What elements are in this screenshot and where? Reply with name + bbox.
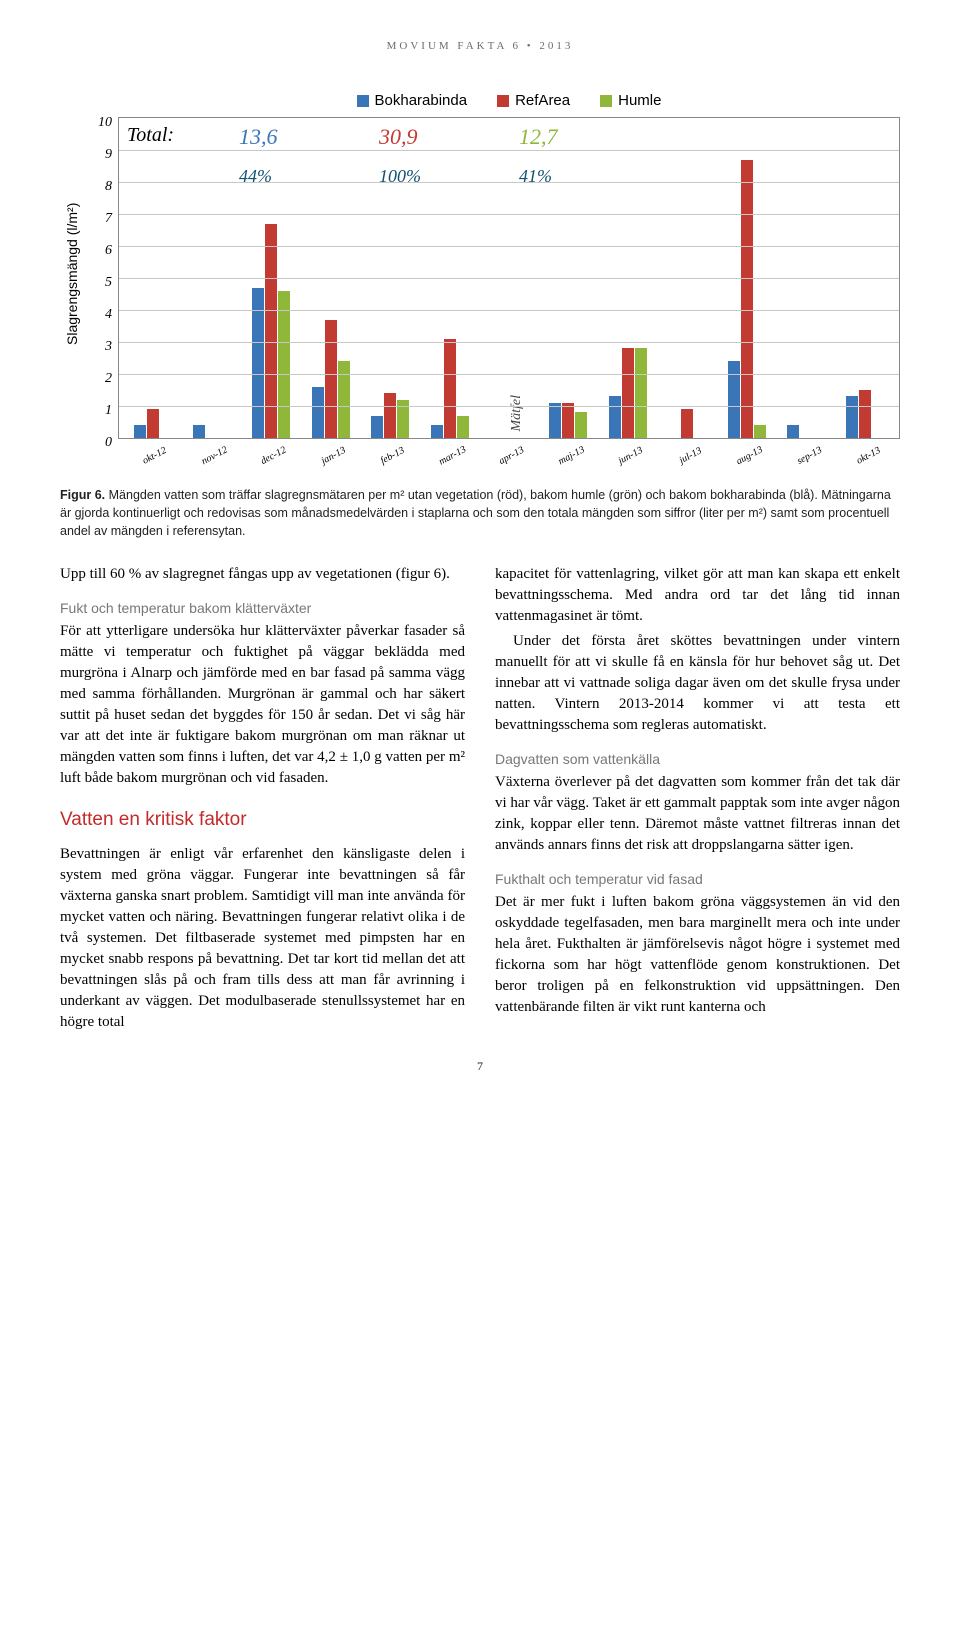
bar	[457, 416, 469, 438]
bar	[622, 348, 634, 438]
body-text: Upp till 60 % av slagregnet fångas upp a…	[60, 564, 900, 1032]
chart-xlabels: okt-12nov-12dec-12jan-13feb-13mar-13apr-…	[118, 439, 900, 456]
bar	[325, 320, 337, 438]
subhead-dagvatten: Dagvatten som vattenkälla	[495, 750, 900, 770]
xtick-label: okt-12	[126, 437, 184, 475]
legend-item: Humle	[600, 92, 661, 109]
bar	[562, 403, 574, 438]
xtick-label: mar-13	[423, 437, 481, 475]
bar	[635, 348, 647, 438]
bar	[312, 387, 324, 438]
ytick-label: 9	[88, 147, 112, 163]
ytick-label: 8	[88, 179, 112, 195]
bar	[728, 361, 740, 438]
chart-overlay-text: 13,6	[239, 124, 278, 150]
para-6: Växterna överlever på det dagvatten som …	[495, 772, 900, 856]
legend-swatch	[357, 95, 369, 107]
subhead-fukthalt: Fukthalt och temperatur vid fasad	[495, 870, 900, 890]
legend-label: RefArea	[515, 92, 570, 109]
bar	[859, 390, 871, 438]
xtick-label: feb-13	[364, 437, 422, 475]
bar	[787, 425, 799, 438]
bar	[338, 361, 350, 438]
ytick-label: 10	[88, 115, 112, 131]
bar	[444, 339, 456, 438]
chart-overlay-text: 12,7	[519, 124, 558, 150]
para-2: För att ytterligare undersöka hur klätte…	[60, 621, 465, 789]
bar	[575, 412, 587, 438]
figure-caption: Figur 6. Mängden vatten som träffar slag…	[60, 486, 900, 540]
ytick-label: 7	[88, 211, 112, 227]
caption-lead: Figur 6.	[60, 488, 105, 502]
bar	[278, 291, 290, 438]
xtick-label: okt-13	[840, 437, 898, 475]
xtick-label: nov-12	[185, 437, 243, 475]
para-7: Det är mer fukt i luften bakom gröna väg…	[495, 892, 900, 1018]
chart-overlay-text: 100%	[379, 166, 421, 187]
chart-legend: Bokharabinda RefArea Humle	[118, 92, 900, 109]
ytick-label: 6	[88, 243, 112, 259]
bar	[754, 425, 766, 438]
para-4: kapacitet för vattenlagring, vilket gör …	[495, 564, 900, 627]
chart-overlay-text: 30,9	[379, 124, 418, 150]
legend-label: Humle	[618, 92, 661, 109]
xtick-label: jul-13	[662, 437, 720, 475]
bar	[681, 409, 693, 438]
xtick-label: jun-13	[602, 437, 660, 475]
legend-item: RefArea	[497, 92, 570, 109]
figure-6-chart: Slagrengsmängd (l/m²) 0 1 2 3 4 5 6 7 8 9 10 Bokha…	[60, 92, 900, 456]
matfel-label: Mätfel	[509, 395, 525, 432]
legend-swatch	[497, 95, 509, 107]
xtick-label: jan-13	[304, 437, 362, 475]
xtick-label: sep-13	[781, 437, 839, 475]
chart-overlay-text: Total:	[127, 124, 174, 147]
bar	[193, 425, 205, 438]
bar	[741, 160, 753, 438]
para-1: Upp till 60 % av slagregnet fångas upp a…	[60, 564, 465, 585]
subhead-fukt: Fukt och temperatur bakom klätterväxter	[60, 599, 465, 619]
ytick-label: 3	[88, 339, 112, 355]
para-3: Bevattningen är enligt vår erfarenhet de…	[60, 844, 465, 1033]
bar	[371, 416, 383, 438]
section-heading-vatten: Vatten en kritisk faktor	[60, 807, 465, 834]
bar	[549, 403, 561, 438]
chart-plot: Mätfel Total: 13,6 30,9 12,7 44% 100% 41%	[118, 117, 900, 439]
bar	[147, 409, 159, 438]
xtick-label: aug-13	[721, 437, 779, 475]
legend-label: Bokharabinda	[375, 92, 468, 109]
ytick-label: 0	[88, 435, 112, 451]
ytick-label: 1	[88, 403, 112, 419]
page-number: 7	[60, 1059, 900, 1074]
caption-text: Mängden vatten som träffar slagregnsmäta…	[60, 488, 891, 538]
legend-item: Bokharabinda	[357, 92, 468, 109]
chart-overlay-text: 44%	[239, 166, 272, 187]
xtick-label: apr-13	[483, 437, 541, 475]
para-5: Under det första året sköttes bevattning…	[495, 631, 900, 736]
bar	[431, 425, 443, 438]
xtick-label: dec-12	[245, 437, 303, 475]
ytick-label: 2	[88, 371, 112, 387]
page-header: MOVIUM FAKTA 6 • 2013	[60, 40, 900, 52]
chart-overlay-text: 41%	[519, 166, 552, 187]
ytick-label: 4	[88, 307, 112, 323]
xtick-label: maj-13	[542, 437, 600, 475]
bar	[134, 425, 146, 438]
ytick-label: 5	[88, 275, 112, 291]
legend-swatch	[600, 95, 612, 107]
chart-ylabel: Slagrengsmängd (l/m²)	[60, 92, 84, 456]
bar	[384, 393, 396, 438]
bar	[609, 396, 621, 438]
bar	[846, 396, 858, 438]
